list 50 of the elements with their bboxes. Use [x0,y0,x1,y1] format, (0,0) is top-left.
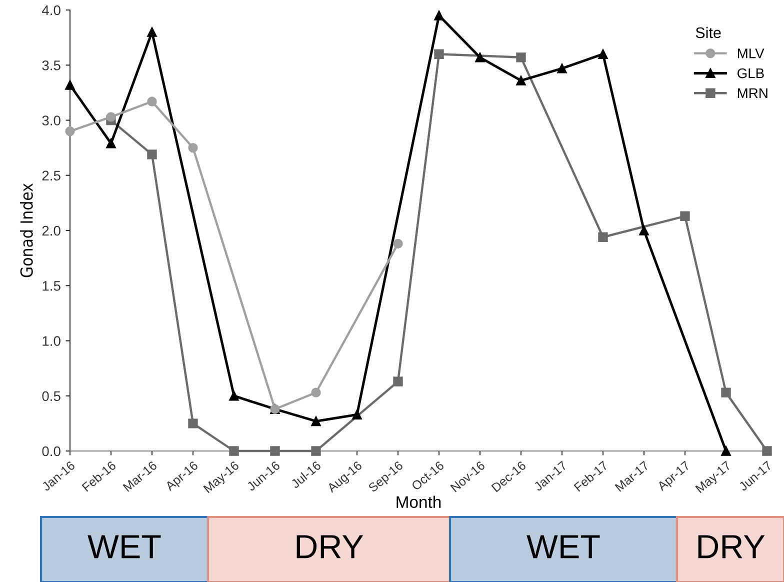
point [393,376,403,386]
text: DRY [296,535,364,558]
text: WET [526,535,600,558]
y-tick-label: 3.0 [42,116,60,126]
y-tick-label: 3.5 [42,60,60,70]
point [311,388,321,398]
point [65,80,75,90]
point [598,49,608,59]
text: DRY [698,535,765,558]
point [229,391,239,401]
legend-label: MRN [738,88,768,98]
point [352,410,362,420]
point [516,52,526,62]
point [270,446,280,456]
point [393,238,403,249]
point [680,211,690,222]
y-tick-label: 4.0 [42,5,60,16]
point [434,49,444,59]
point [598,232,608,242]
point [557,64,567,74]
x-axis-title: Month [396,496,441,508]
point [188,418,198,428]
point [188,142,198,153]
point [475,52,485,62]
point [229,446,239,456]
y-tick-label: 0.0 [42,446,60,456]
legend-label: MLV [738,48,764,58]
y-axis-title: Gonad Index [20,183,33,278]
point [311,416,321,426]
point [721,446,731,456]
text: WET [88,535,161,558]
point [639,226,649,236]
point [762,446,772,456]
point [147,96,157,106]
y-tick-label: 2.5 [42,170,60,181]
point [106,112,116,122]
y-tick-label: 2.0 [42,226,60,236]
point [147,27,157,37]
y-tick-label: 1.5 [42,281,60,291]
y-tick-label: 0.5 [42,391,60,402]
legend-label: GLB [738,68,764,78]
point [65,126,75,136]
legend-title: Site [696,26,721,38]
y-tick-label: 1.0 [42,336,60,346]
point [434,10,444,20]
point [516,76,526,86]
point [106,138,116,148]
point [721,388,731,398]
point [147,150,157,160]
point [311,446,321,456]
